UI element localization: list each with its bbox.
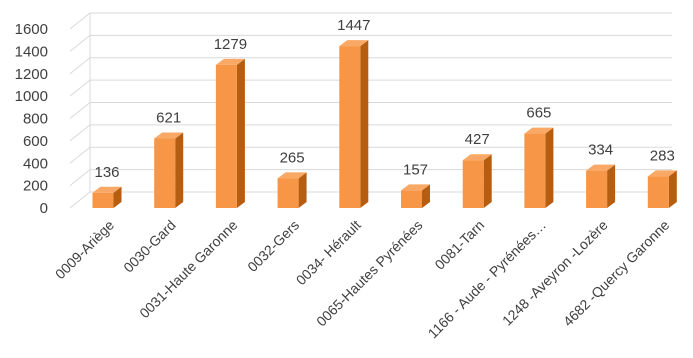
bar [215, 58, 245, 209]
bar-top [586, 164, 616, 171]
bar [154, 132, 184, 208]
gridline [69, 34, 672, 52]
bar [277, 172, 307, 208]
gridline [69, 57, 672, 75]
bar-top [277, 172, 307, 179]
bar-front [277, 178, 299, 208]
bar-side [175, 132, 184, 208]
bar [92, 186, 122, 208]
y-tick-label: 0 [40, 200, 48, 217]
y-tick-label: 400 [23, 155, 48, 172]
bar-top [401, 184, 430, 191]
y-axis-ticks: 0 200 400 600 800 1000 1200 1400 1600 [15, 21, 48, 217]
bar-front [92, 192, 114, 208]
gridline [69, 102, 672, 119]
x-tick-label: 0065-Hautes Pyrénées [313, 217, 426, 330]
bar-top [339, 40, 369, 47]
data-label: 1279 [214, 36, 247, 53]
bar-top [524, 127, 554, 134]
data-label: 136 [94, 164, 119, 181]
bar-front [401, 190, 422, 208]
bar [524, 127, 554, 208]
data-label: 1447 [337, 17, 370, 34]
bar-side [668, 170, 677, 208]
bar-side [298, 172, 307, 208]
y-tick-label: 1200 [15, 66, 48, 83]
y-tick-label: 200 [23, 178, 48, 195]
bar-top [462, 154, 492, 161]
bar-side [607, 164, 616, 208]
bar-front [462, 160, 484, 208]
bar [647, 170, 677, 208]
bar-front [524, 133, 546, 208]
bar-side [422, 184, 430, 208]
gridline [69, 146, 672, 164]
x-tick-label: 0032-Gers [244, 217, 302, 275]
bar-side [113, 186, 122, 208]
gridline [69, 124, 672, 142]
y-tick-label: 600 [23, 133, 48, 150]
bar [401, 184, 430, 208]
bar-side [483, 154, 492, 208]
bar-front [215, 64, 237, 209]
bar-side [360, 40, 369, 208]
x-tick-label: 0081-Tarn [431, 217, 487, 273]
data-label: 283 [650, 147, 675, 164]
gridline [69, 79, 672, 97]
data-label: 621 [156, 110, 181, 127]
bar [462, 154, 492, 208]
x-tick-label: 0009-Ariège [52, 217, 117, 282]
y-tick-label: 1000 [15, 88, 48, 105]
data-label: 265 [280, 149, 305, 166]
data-labels: 136 621 1279 265 1447 157 427 665 334 283 [94, 17, 674, 181]
bar-front [339, 46, 361, 208]
gridline [69, 12, 672, 30]
y-tick-label: 800 [23, 111, 48, 128]
bar-top [92, 186, 122, 193]
bar-top [215, 58, 245, 65]
data-label: 334 [588, 142, 613, 159]
bar-side [236, 58, 245, 208]
bar-front [647, 176, 669, 208]
x-tick-label: 1248 -Aveyron -Lozère [499, 217, 611, 329]
x-tick-label: 4682 -Quercy Garonne [560, 217, 673, 330]
data-label: 427 [465, 131, 490, 148]
data-label: 157 [403, 161, 428, 178]
bar-front [154, 138, 176, 208]
bar [339, 40, 369, 208]
bars [92, 40, 677, 209]
bar-front [586, 170, 608, 208]
bar-top [154, 132, 184, 139]
y-tick-label: 1600 [15, 21, 48, 38]
gridlines [69, 12, 672, 209]
x-tick-label: 1166 - Aude - Pyrénées… [425, 217, 549, 341]
bar [586, 164, 616, 208]
x-tick-label: 0030-Gard [120, 217, 179, 276]
bar-top [647, 170, 677, 177]
y-tick-label: 1400 [15, 43, 48, 60]
bar-side [545, 127, 554, 208]
data-label: 665 [526, 105, 551, 122]
